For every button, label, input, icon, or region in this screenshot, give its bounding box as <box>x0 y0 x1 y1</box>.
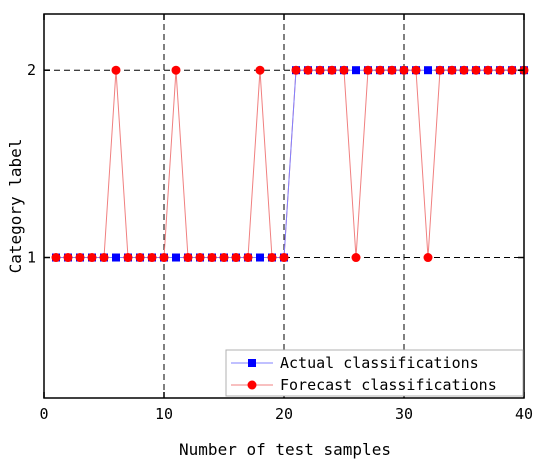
actual-series-line <box>56 69 524 259</box>
forecast-point-19 <box>267 253 277 263</box>
forecast-point-13 <box>195 253 205 263</box>
x-tick-label-0: 0 <box>39 405 48 423</box>
y-tick-label-1: 1 <box>27 249 36 267</box>
plot-frame <box>43 13 525 399</box>
actual-point-18 <box>256 253 264 262</box>
forecast-point-7 <box>123 253 133 263</box>
forecast-point-2 <box>63 253 73 263</box>
legend-actual-marker <box>248 359 256 367</box>
forecast-point-26 <box>351 253 361 263</box>
legend-actual-label: Actual classifications <box>280 354 479 372</box>
forecast-point-16 <box>231 253 241 263</box>
forecast-point-28 <box>375 65 385 75</box>
forecast-point-23 <box>315 65 325 75</box>
forecast-point-29 <box>387 65 397 75</box>
y-tick-label-2: 2 <box>27 61 36 79</box>
forecast-point-18 <box>255 65 265 75</box>
forecast-point-33 <box>435 65 445 75</box>
forecast-point-21 <box>291 65 301 75</box>
forecast-point-36 <box>471 65 481 75</box>
forecast-point-32 <box>423 253 433 263</box>
forecast-point-25 <box>339 65 349 75</box>
forecast-point-6 <box>111 65 121 75</box>
forecast-point-20 <box>279 253 289 263</box>
legend-forecast-marker <box>247 380 257 390</box>
forecast-point-4 <box>87 253 97 263</box>
forecast-point-30 <box>399 65 409 75</box>
legend: Actual classifications Forecast classifi… <box>225 349 524 397</box>
actual-point-11 <box>172 253 180 262</box>
forecast-point-35 <box>459 65 469 75</box>
actual-point-6 <box>112 253 120 262</box>
forecast-point-34 <box>447 65 457 75</box>
forecast-point-22 <box>303 65 313 75</box>
forecast-point-31 <box>411 65 421 75</box>
legend-forecast-label: Forecast classifications <box>280 376 497 394</box>
forecast-point-9 <box>147 253 157 263</box>
actual-point-32 <box>424 66 432 75</box>
forecast-point-3 <box>75 253 85 263</box>
forecast-point-17 <box>243 253 253 263</box>
forecast-point-38 <box>495 65 505 75</box>
x-axis-title: Number of test samples <box>179 440 391 459</box>
forecast-point-11 <box>171 65 181 75</box>
tick-labels: 0 10 20 30 40 1 2 <box>27 61 533 423</box>
x-tick-label-40: 40 <box>515 405 533 423</box>
legend-box <box>225 349 524 397</box>
forecast-point-12 <box>183 253 193 263</box>
forecast-point-37 <box>483 65 493 75</box>
forecast-point-14 <box>207 253 217 263</box>
forecast-point-15 <box>219 253 229 263</box>
actual-polyline <box>56 69 524 259</box>
forecast-point-5 <box>99 253 109 263</box>
x-tick-label-20: 20 <box>275 405 293 423</box>
forecast-point-39 <box>507 65 517 75</box>
forecast-point-27 <box>363 65 373 75</box>
x-tick-label-30: 30 <box>395 405 413 423</box>
y-axis-title: Category label <box>6 139 25 274</box>
forecast-point-24 <box>327 65 337 75</box>
data-markers <box>51 65 529 263</box>
forecast-point-10 <box>159 253 169 263</box>
forecast-point-1 <box>51 253 61 263</box>
forecast-point-8 <box>135 253 145 263</box>
actual-point-26 <box>352 66 360 75</box>
x-tick-label-10: 10 <box>155 405 173 423</box>
